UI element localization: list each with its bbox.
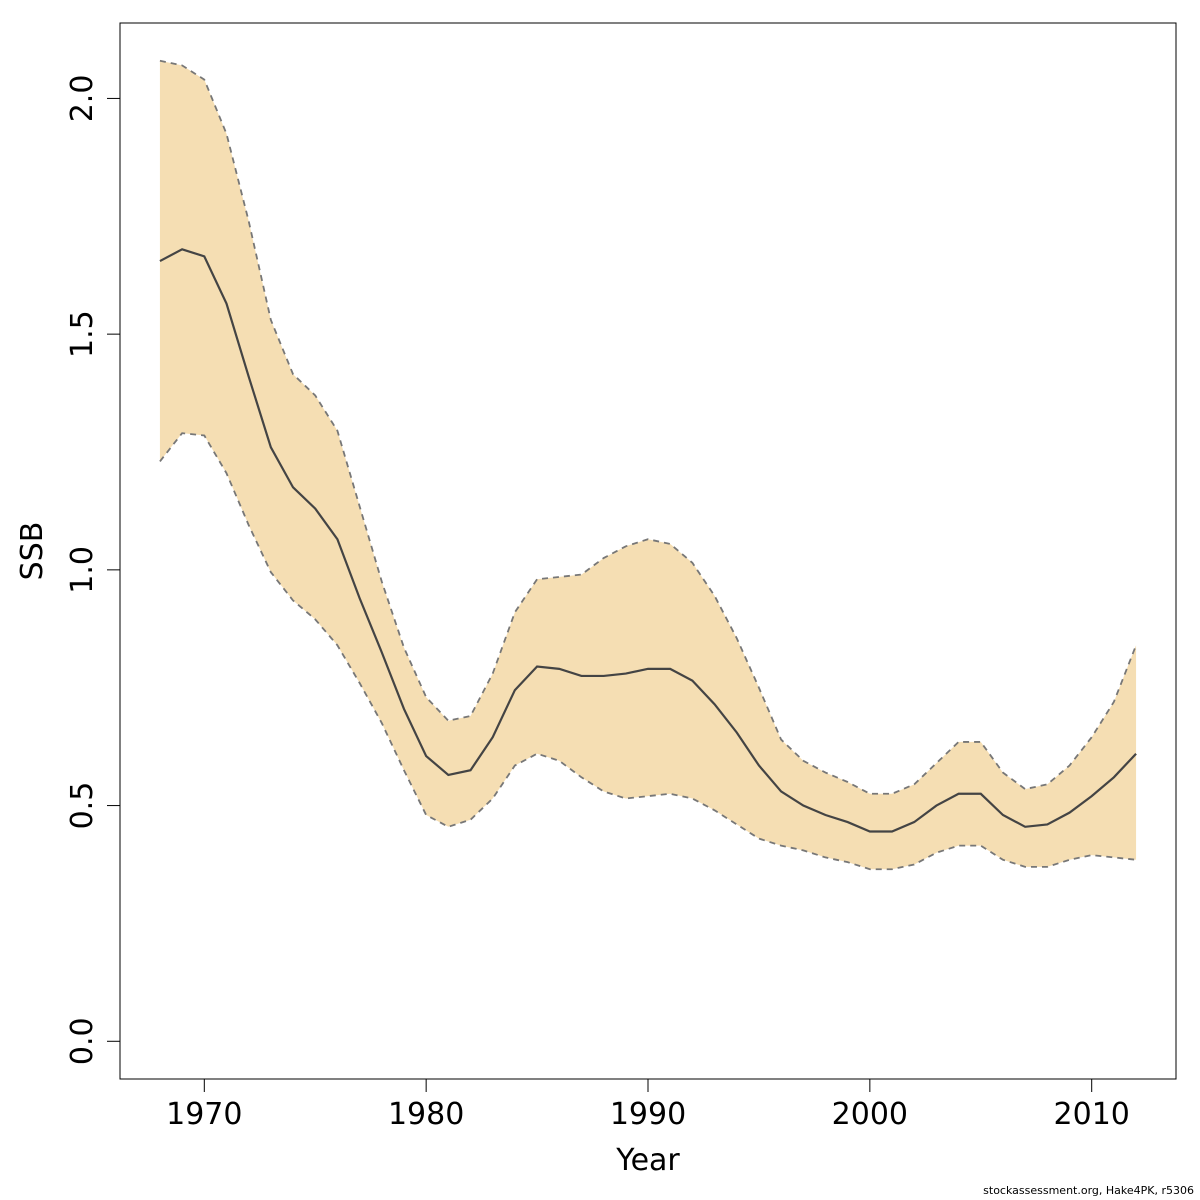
x-tick-label: 1970	[166, 1097, 242, 1132]
y-tick-label: 2.0	[65, 75, 100, 123]
y-tick-label: 1.5	[65, 310, 100, 358]
credit-text: stockassessment.org, Hake4PK, r5306	[983, 1184, 1194, 1197]
confidence-band	[159, 60, 1137, 870]
x-tick-label: 2000	[832, 1097, 908, 1132]
y-axis: 0.0 0.5 1.0 1.5 2.0	[65, 75, 120, 1065]
confidence-bounds	[159, 59, 1137, 871]
x-axis-title: Year	[615, 1143, 680, 1178]
confidence-band-area	[159, 60, 1137, 870]
y-tick-label: 0.0	[65, 1017, 100, 1065]
x-tick-label: 1990	[610, 1097, 686, 1132]
x-tick-label: 2010	[1054, 1097, 1130, 1132]
lower-bound-line	[159, 432, 1137, 871]
x-axis: 1970 1980 1990 2000 2010	[166, 1079, 1130, 1132]
x-tick-label: 1980	[388, 1097, 464, 1132]
median-series-line	[159, 248, 1137, 833]
upper-bound-line	[159, 59, 1137, 795]
y-tick-label: 0.5	[65, 782, 100, 830]
median-line	[159, 248, 1137, 833]
y-axis-title: SSB	[15, 522, 50, 581]
y-tick-label: 1.0	[65, 546, 100, 594]
